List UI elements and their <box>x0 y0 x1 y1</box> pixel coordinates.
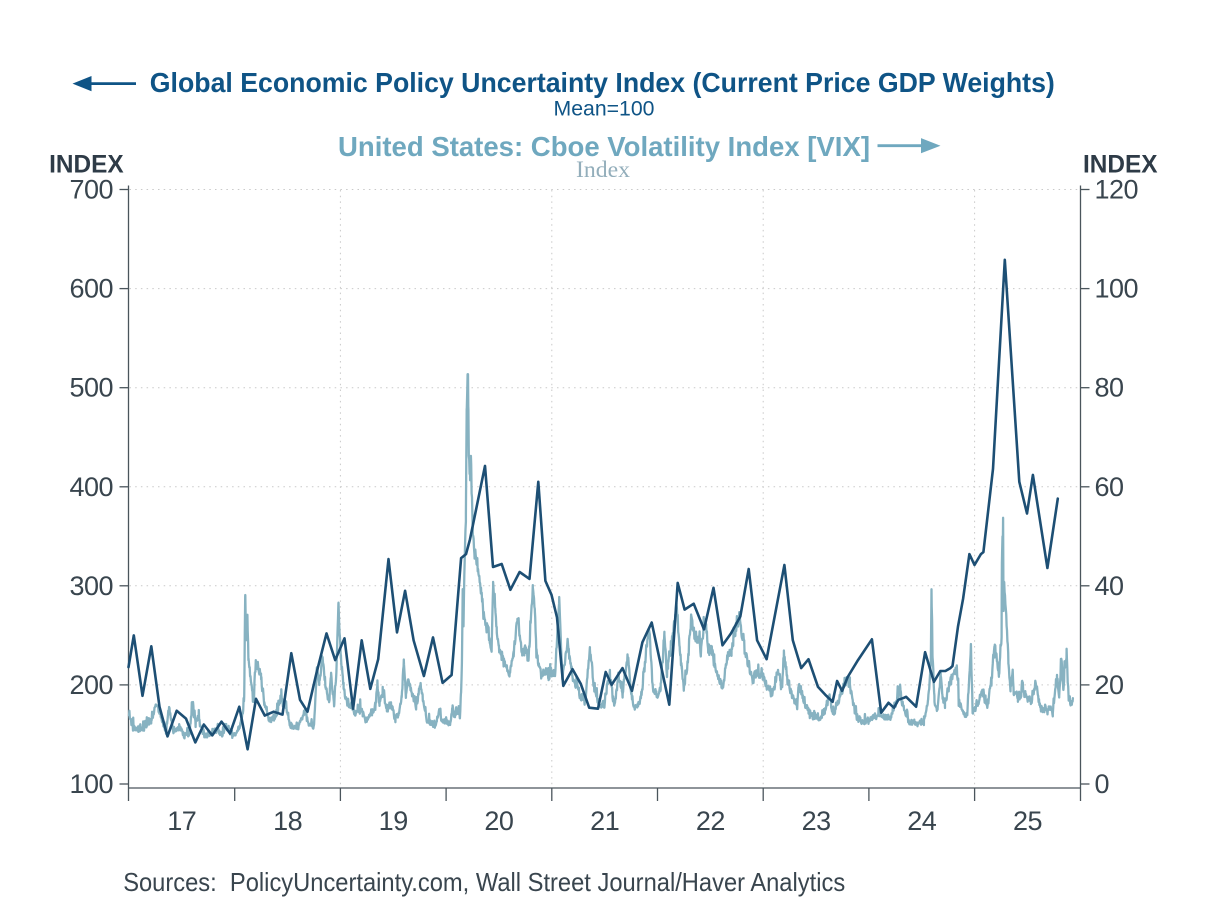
svg-text:25: 25 <box>1013 806 1042 836</box>
svg-text:60: 60 <box>1095 472 1124 502</box>
svg-text:100: 100 <box>69 769 113 799</box>
svg-text:300: 300 <box>69 571 113 601</box>
svg-text:700: 700 <box>69 175 113 205</box>
svg-text:19: 19 <box>379 806 408 836</box>
svg-text:17: 17 <box>167 806 196 836</box>
svg-text:INDEX: INDEX <box>1083 150 1158 178</box>
svg-text:80: 80 <box>1095 373 1124 403</box>
svg-text:Global Economic Policy Uncerta: Global Economic Policy Uncertainty Index… <box>150 67 1055 98</box>
svg-text:21: 21 <box>590 806 619 836</box>
svg-text:INDEX: INDEX <box>49 150 124 178</box>
svg-text:100: 100 <box>1095 274 1139 304</box>
svg-text:22: 22 <box>696 806 725 836</box>
svg-text:24: 24 <box>907 806 937 836</box>
svg-text:Index: Index <box>576 157 631 182</box>
svg-text:23: 23 <box>802 806 831 836</box>
svg-text:18: 18 <box>273 806 302 836</box>
svg-text:0: 0 <box>1095 769 1110 799</box>
svg-text:20: 20 <box>484 806 513 836</box>
svg-text:600: 600 <box>69 274 113 304</box>
svg-text:200: 200 <box>69 670 113 700</box>
svg-text:Sources: PolicyUncertainty.co: Sources: PolicyUncertainty.com, Wall Str… <box>123 867 845 897</box>
svg-text:United States: Cboe Volatility: United States: Cboe Volatility Index [VI… <box>338 131 870 162</box>
svg-text:Mean=100: Mean=100 <box>554 98 655 121</box>
svg-text:20: 20 <box>1095 670 1124 700</box>
svg-text:120: 120 <box>1095 175 1139 205</box>
svg-text:400: 400 <box>69 472 113 502</box>
svg-text:40: 40 <box>1095 571 1124 601</box>
svg-text:500: 500 <box>69 373 113 403</box>
